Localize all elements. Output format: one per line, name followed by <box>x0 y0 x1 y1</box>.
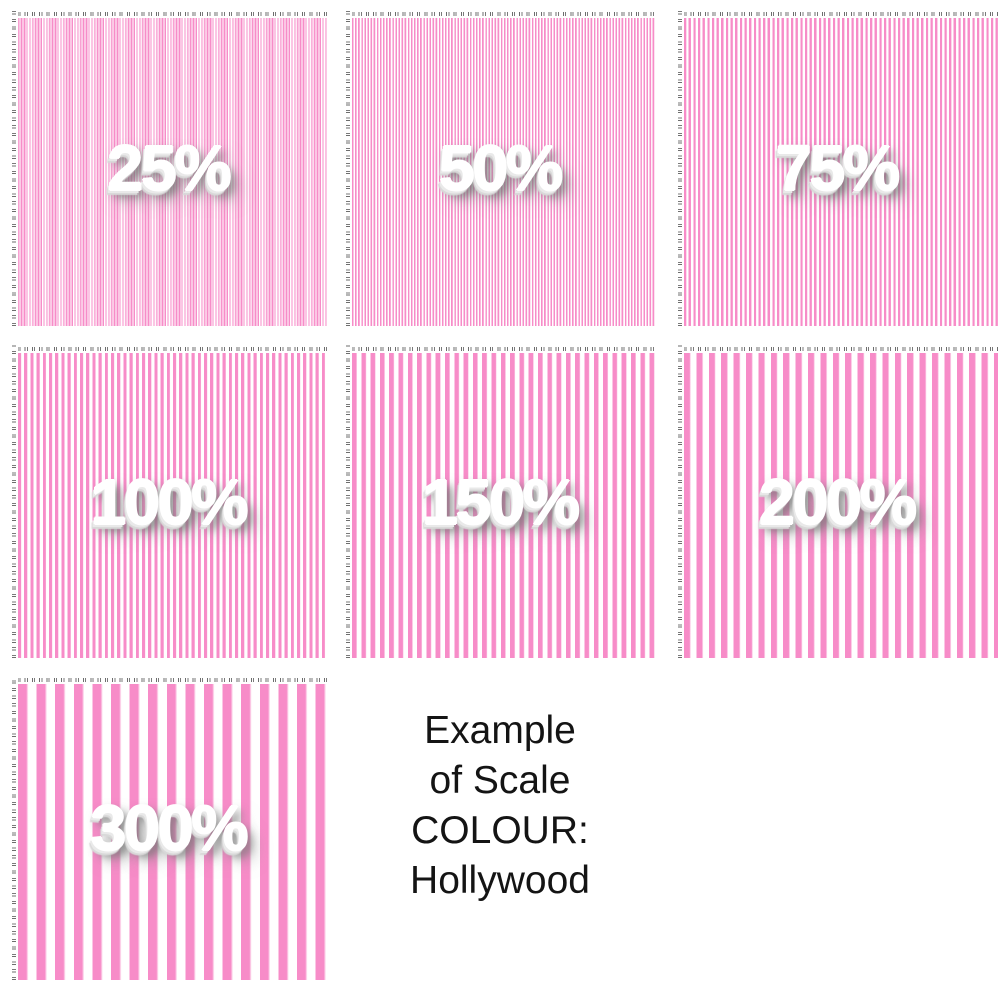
scale-label-wrap: 100% <box>10 345 327 658</box>
stripe-pattern <box>18 353 327 658</box>
swatch-300-percent: 300% <box>10 676 327 980</box>
caption-line: of Scale <box>429 758 571 802</box>
scale-label: 150% <box>422 465 580 538</box>
caption-block: Example of Scale COLOUR: Hollywood <box>344 706 656 906</box>
ruler-edge-left <box>676 345 684 658</box>
ruler-edge-top <box>676 10 998 18</box>
scale-label: 100% <box>90 465 249 538</box>
scale-label-wrap: 50% <box>344 10 656 326</box>
scale-label: 200% <box>759 465 917 538</box>
ruler-edge-left <box>10 10 18 326</box>
scale-label: 75% <box>775 132 900 204</box>
stripe-pattern <box>352 18 656 326</box>
swatch-75-percent: 75% <box>676 10 998 326</box>
ruler-edge-left <box>344 345 352 658</box>
caption-line: Example <box>424 709 576 752</box>
caption-line: COLOUR: <box>411 808 589 852</box>
ruler-edge-top <box>344 345 656 353</box>
ruler-edge-top <box>344 10 656 18</box>
scale-label-wrap: 25% <box>10 10 327 326</box>
ruler-edge-top <box>10 676 327 684</box>
ruler-edge-top <box>10 345 327 353</box>
swatch-100-percent: 100% <box>10 345 327 658</box>
ruler-edge-left <box>10 676 18 980</box>
stripe-pattern <box>684 18 998 326</box>
swatch-50-percent: 50% <box>344 10 656 326</box>
caption-line: Hollywood <box>410 858 590 902</box>
swatch-200-percent: 200% <box>676 345 998 658</box>
scale-label: 50% <box>438 132 563 204</box>
ruler-edge-left <box>10 345 18 658</box>
stripe-pattern <box>684 353 998 658</box>
swatch-25-percent: 25% <box>10 10 327 326</box>
scale-label-wrap: 150% <box>344 345 656 658</box>
scale-label: 25% <box>107 132 231 204</box>
stripe-pattern <box>18 18 327 326</box>
ruler-edge-left <box>676 10 684 326</box>
ruler-edge-top <box>10 10 327 18</box>
ruler-edge-left <box>344 10 352 326</box>
ruler-edge-top <box>676 345 998 353</box>
stripe-pattern <box>18 684 327 980</box>
stripe-pattern <box>352 353 656 658</box>
scale-label: 300% <box>90 792 249 864</box>
scale-label-wrap: 300% <box>10 676 327 980</box>
swatch-150-percent: 150% <box>344 345 656 658</box>
scale-label-wrap: 200% <box>676 345 998 658</box>
scale-label-wrap: 75% <box>676 10 998 326</box>
